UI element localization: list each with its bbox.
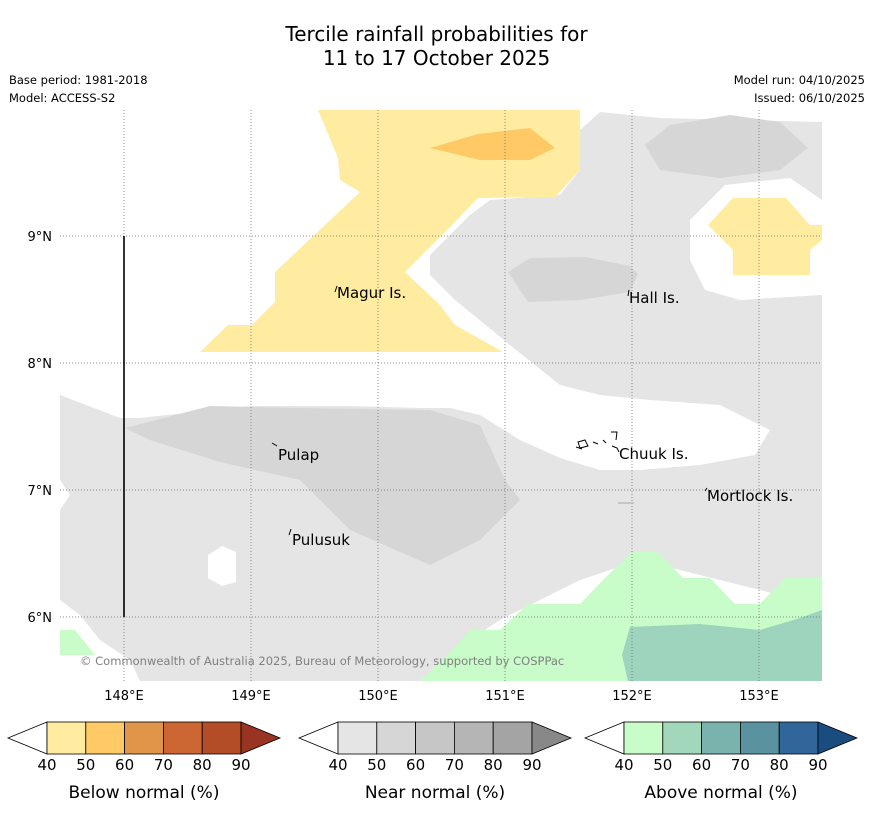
colorbar-legend: 40 50 60 70 80 90 Below normal (%) 40 50 60 70 80 90…: [6, 721, 859, 803]
colorbar-tick-label: 40: [37, 756, 56, 774]
info-left: Base period: 1981-2018 Model: ACCESS-S2: [9, 71, 148, 107]
colorbar-tick-label: 80: [770, 756, 789, 774]
island-outlines: [271, 285, 708, 536]
lon-tick: 150°E: [358, 689, 398, 704]
colorbar-under-arrow: [6, 721, 48, 755]
colorbar-tick-label: 50: [653, 756, 672, 774]
colorbar-segment: [662, 721, 702, 755]
lat-tick: 6°N: [28, 611, 53, 626]
colorbar-tick-label: 70: [154, 756, 173, 774]
colorbar-tick-label: 40: [328, 756, 347, 774]
colorbar-segment: [85, 721, 126, 755]
colorbar-tick-label: 80: [484, 756, 503, 774]
colorbar-tick-label: 70: [731, 756, 750, 774]
colorbar-tick-label: 90: [808, 756, 827, 774]
above-normal-50-region: [622, 610, 822, 681]
info-right: Model run: 04/10/2025 Issued: 06/10/2025: [734, 71, 865, 107]
lon-tick: 149°E: [231, 689, 271, 704]
colorbar-tick-label: 40: [614, 756, 633, 774]
lat-tick: 7°N: [28, 484, 53, 499]
near-normal-50-region-northeast: [645, 115, 808, 178]
island-hall: [627, 289, 630, 297]
island-pulusuk: [288, 528, 292, 536]
colorbar-segment: [376, 721, 416, 755]
place-label-hall: Hall Is.: [629, 289, 680, 307]
issued-date: Issued: 06/10/2025: [754, 91, 865, 105]
colorbar-segment: [415, 721, 455, 755]
colorbar-segment: [778, 721, 819, 755]
island-pulap: [271, 442, 278, 447]
colorbar-over-arrow: [240, 721, 282, 755]
lat-tick: 9°N: [28, 230, 53, 245]
colorbar-segment: [492, 721, 533, 755]
colorbar-under-arrow: [583, 721, 625, 755]
colorbar: 40 50 60 70 80 90 Above normal (%): [583, 721, 859, 803]
place-label-chuuk: Chuuk Is.: [619, 445, 688, 463]
colorbar-tick-label: 50: [76, 756, 95, 774]
lon-axis: 148°E 149°E 150°E 151°E 152°E 153°E: [104, 689, 779, 704]
colorbar-tick-label: 90: [231, 756, 250, 774]
colorbar-tick-label: 60: [115, 756, 134, 774]
lon-tick: 152°E: [612, 689, 652, 704]
place-label-pulusuk: Pulusuk: [292, 531, 350, 549]
below-normal-50-region: [430, 128, 555, 160]
colorbar-over-arrow: [817, 721, 859, 755]
colorbar-tick-label: 60: [406, 756, 425, 774]
island-chuuk: [575, 431, 620, 453]
near-normal-50-region-north: [508, 257, 638, 302]
colorbar-tick-label: 50: [367, 756, 386, 774]
colorbar-segment: [453, 721, 494, 755]
colorbar-over-arrow: [531, 721, 573, 755]
colorbar-title: Above normal (%): [644, 783, 797, 803]
colorbar-segment: [623, 721, 664, 755]
colorbar-segment: [201, 721, 242, 755]
copyright-notice: © Commonwealth of Australia 2025, Bureau…: [80, 654, 564, 668]
colorbar: 40 50 60 70 80 90 Below normal (%): [6, 721, 282, 803]
white-region-north: [60, 110, 822, 470]
place-label-mortlock: Mortlock Is.: [707, 487, 793, 505]
lon-tick: 151°E: [485, 689, 525, 704]
colorbar-segment: [46, 721, 87, 755]
colorbar-tick-label: 70: [445, 756, 464, 774]
lat-axis: 9°N 8°N 7°N 6°N: [28, 230, 53, 626]
colorbar: 40 50 60 70 80 90 Near normal (%): [297, 721, 573, 803]
below-normal-40-region: [200, 110, 580, 352]
island-mortlock: [704, 487, 708, 492]
colorbar-segment: [337, 721, 378, 755]
place-label-magur: Magur Is.: [337, 284, 406, 302]
base-period: Base period: 1981-2018: [9, 73, 148, 87]
map-field: Magur Is. Hall Is. Pulap Chuuk Is. Mortl…: [60, 110, 822, 681]
island-magur: [334, 285, 338, 293]
place-labels: Magur Is. Hall Is. Pulap Chuuk Is. Mortl…: [278, 284, 793, 549]
title-line-1: Tercile rainfall probabilities for: [285, 22, 588, 46]
white-notch-west: [60, 480, 70, 510]
colorbar-title: Below normal (%): [69, 783, 220, 803]
chart-title: Tercile rainfall probabilities for 11 to…: [0, 22, 873, 70]
white-patch-west: [208, 546, 236, 586]
colorbar-under-arrow: [297, 721, 339, 755]
colorbar-segment: [162, 721, 203, 755]
colorbar-tick-label: 60: [692, 756, 711, 774]
place-label-pulap: Pulap: [278, 446, 319, 464]
lat-tick: 8°N: [28, 357, 53, 372]
near-normal-50-region-center: [125, 406, 520, 565]
title-line-2: 11 to 17 October 2025: [322, 46, 551, 70]
model-name: Model: ACCESS-S2: [9, 91, 116, 105]
colorbar-segment: [124, 721, 164, 755]
colorbar-title: Near normal (%): [365, 783, 505, 803]
below-normal-40-region-east: [708, 198, 822, 275]
colorbar-segment: [740, 721, 780, 755]
colorbar-segment: [701, 721, 741, 755]
colorbar-tick-label: 80: [193, 756, 212, 774]
lon-tick: 153°E: [739, 689, 779, 704]
model-run: Model run: 04/10/2025: [733, 73, 865, 87]
lon-tick: 148°E: [104, 689, 144, 704]
colorbar-tick-label: 90: [522, 756, 541, 774]
